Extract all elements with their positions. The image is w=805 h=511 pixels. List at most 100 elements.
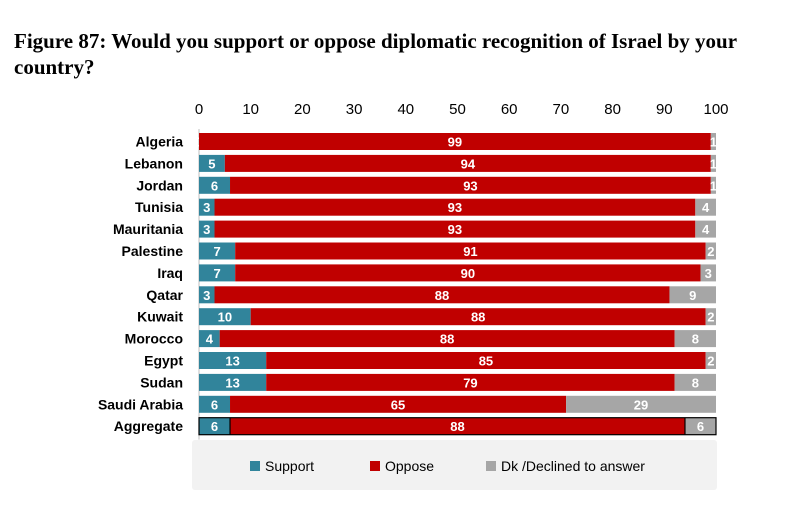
data-label-oppose: 88 [450,419,464,434]
x-tick-label: 100 [703,101,728,118]
category-label: Iraq [157,265,183,281]
data-label-oppose: 79 [463,375,477,390]
data-label-oppose: 93 [448,222,462,237]
bar-dk-declined-to-answer [705,242,716,260]
data-label-support: 6 [211,178,218,193]
bar-support [199,373,267,391]
bar-support [199,220,215,238]
data-label-dk-declined-to-answer: 2 [707,354,714,369]
data-label-oppose: 85 [479,354,493,369]
data-label-oppose: 91 [463,244,477,259]
data-label-dk-declined-to-answer: 4 [702,222,710,237]
chart-title: Figure 87: Would you support or oppose d… [14,29,737,79]
category-label: Saudi Arabia [98,396,183,412]
bar-support [199,417,231,435]
x-tick-label: 40 [397,101,414,118]
data-label-dk-declined-to-answer: 4 [702,200,710,215]
data-label-support: 13 [225,375,239,390]
aggregate-outline [198,417,717,436]
bar-dk-declined-to-answer [669,286,716,304]
bar-oppose [219,330,675,348]
data-label-dk-declined-to-answer: 2 [707,244,714,259]
bar-dk-declined-to-answer [710,176,716,194]
data-label-dk-declined-to-answer: 8 [692,375,699,390]
x-tick-label: 20 [294,101,311,118]
category-label: Mauritania [113,221,183,237]
legend-swatch-dk [486,461,496,471]
bar-oppose [266,352,706,369]
legend-item-dk: Dk /Declined to answer [486,458,645,474]
data-label-support: 3 [203,288,210,303]
data-label-oppose: 88 [471,310,485,325]
x-tick-label: 90 [656,101,673,118]
x-tick-label: 70 [553,101,570,118]
bar-oppose [235,264,701,282]
data-label-oppose: 90 [461,266,475,281]
bar-support [199,154,225,172]
bar-dk-declined-to-answer [705,352,716,369]
data-label-oppose: 94 [461,156,476,171]
data-label-oppose: 99 [448,135,462,150]
bar-support [199,176,231,194]
data-label-dk-declined-to-answer: 1 [710,178,717,193]
bar-oppose [199,133,711,150]
legend-swatch-support [250,461,260,471]
data-label-support: 3 [203,222,210,237]
category-label: Tunisia [135,199,183,215]
bar-oppose [224,154,711,172]
bar-oppose [230,395,567,413]
data-label-support: 3 [203,200,210,215]
data-label-dk-declined-to-answer: 29 [634,397,648,412]
x-tick-label: 60 [501,101,518,118]
bar-dk-declined-to-answer [674,373,716,391]
bar-dk-declined-to-answer [566,395,716,413]
data-label-dk-declined-to-answer: 3 [705,266,712,281]
chart-legend: Support Oppose Dk /Declined to answer [192,440,717,490]
category-label: Egypt [144,353,183,369]
data-label-oppose: 88 [435,288,449,303]
stacked-bar-chart: 0102030405060708090100Algeria0991Lebanon… [98,101,729,440]
category-label: Qatar [146,287,183,303]
data-label-dk-declined-to-answer: 2 [707,310,714,325]
data-label-support: 6 [211,397,218,412]
bar-support [199,352,267,369]
data-label-dk-declined-to-answer: 8 [692,332,699,347]
bar-support [199,198,215,216]
x-tick-label: 30 [346,101,363,118]
category-label: Palestine [122,243,184,259]
data-label-dk-declined-to-answer: 1 [710,135,717,150]
bar-dk-declined-to-answer [695,198,716,216]
bar-dk-declined-to-answer [684,417,716,435]
legend-label-support: Support [265,458,315,474]
legend-swatch-oppose [370,461,380,471]
bar-support [199,242,236,260]
data-label-support: 4 [206,332,214,347]
legend-label-dk: Dk /Declined to answer [501,458,645,474]
bar-oppose [250,308,706,326]
bar-oppose [214,198,696,216]
data-label-oppose: 93 [448,200,462,215]
category-label: Aggregate [114,418,183,434]
data-label-support: 7 [213,266,220,281]
x-tick-label: 80 [604,101,621,118]
data-label-support: 6 [211,419,218,434]
x-tick-label: 10 [242,101,259,118]
category-label: Kuwait [137,309,183,325]
bar-dk-declined-to-answer [700,264,716,282]
bar-dk-declined-to-answer [710,154,716,172]
x-tick-label: 0 [195,101,203,118]
data-label-support: 10 [218,310,232,325]
bar-support [199,330,220,348]
legend-item-oppose: Oppose [370,458,434,474]
bar-oppose [230,176,711,194]
legend-item-support: Support [250,458,314,474]
data-label-oppose: 65 [391,397,405,412]
bar-support [199,264,236,282]
data-label-support: 7 [213,244,220,259]
bar-support [199,308,251,326]
category-label: Sudan [140,374,183,390]
bar-oppose [214,286,670,304]
bar-oppose [266,373,675,391]
bar-oppose [214,220,696,238]
data-label-oppose: 88 [440,332,454,347]
